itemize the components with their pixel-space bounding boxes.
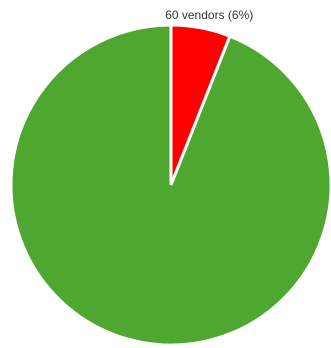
pie-labels: 60 vendors (6%)	[165, 8, 253, 22]
pie-slice-1	[9, 23, 331, 347]
pie-slices	[9, 23, 331, 347]
pie-slice-label-0: 60 vendors (6%)	[165, 8, 253, 22]
